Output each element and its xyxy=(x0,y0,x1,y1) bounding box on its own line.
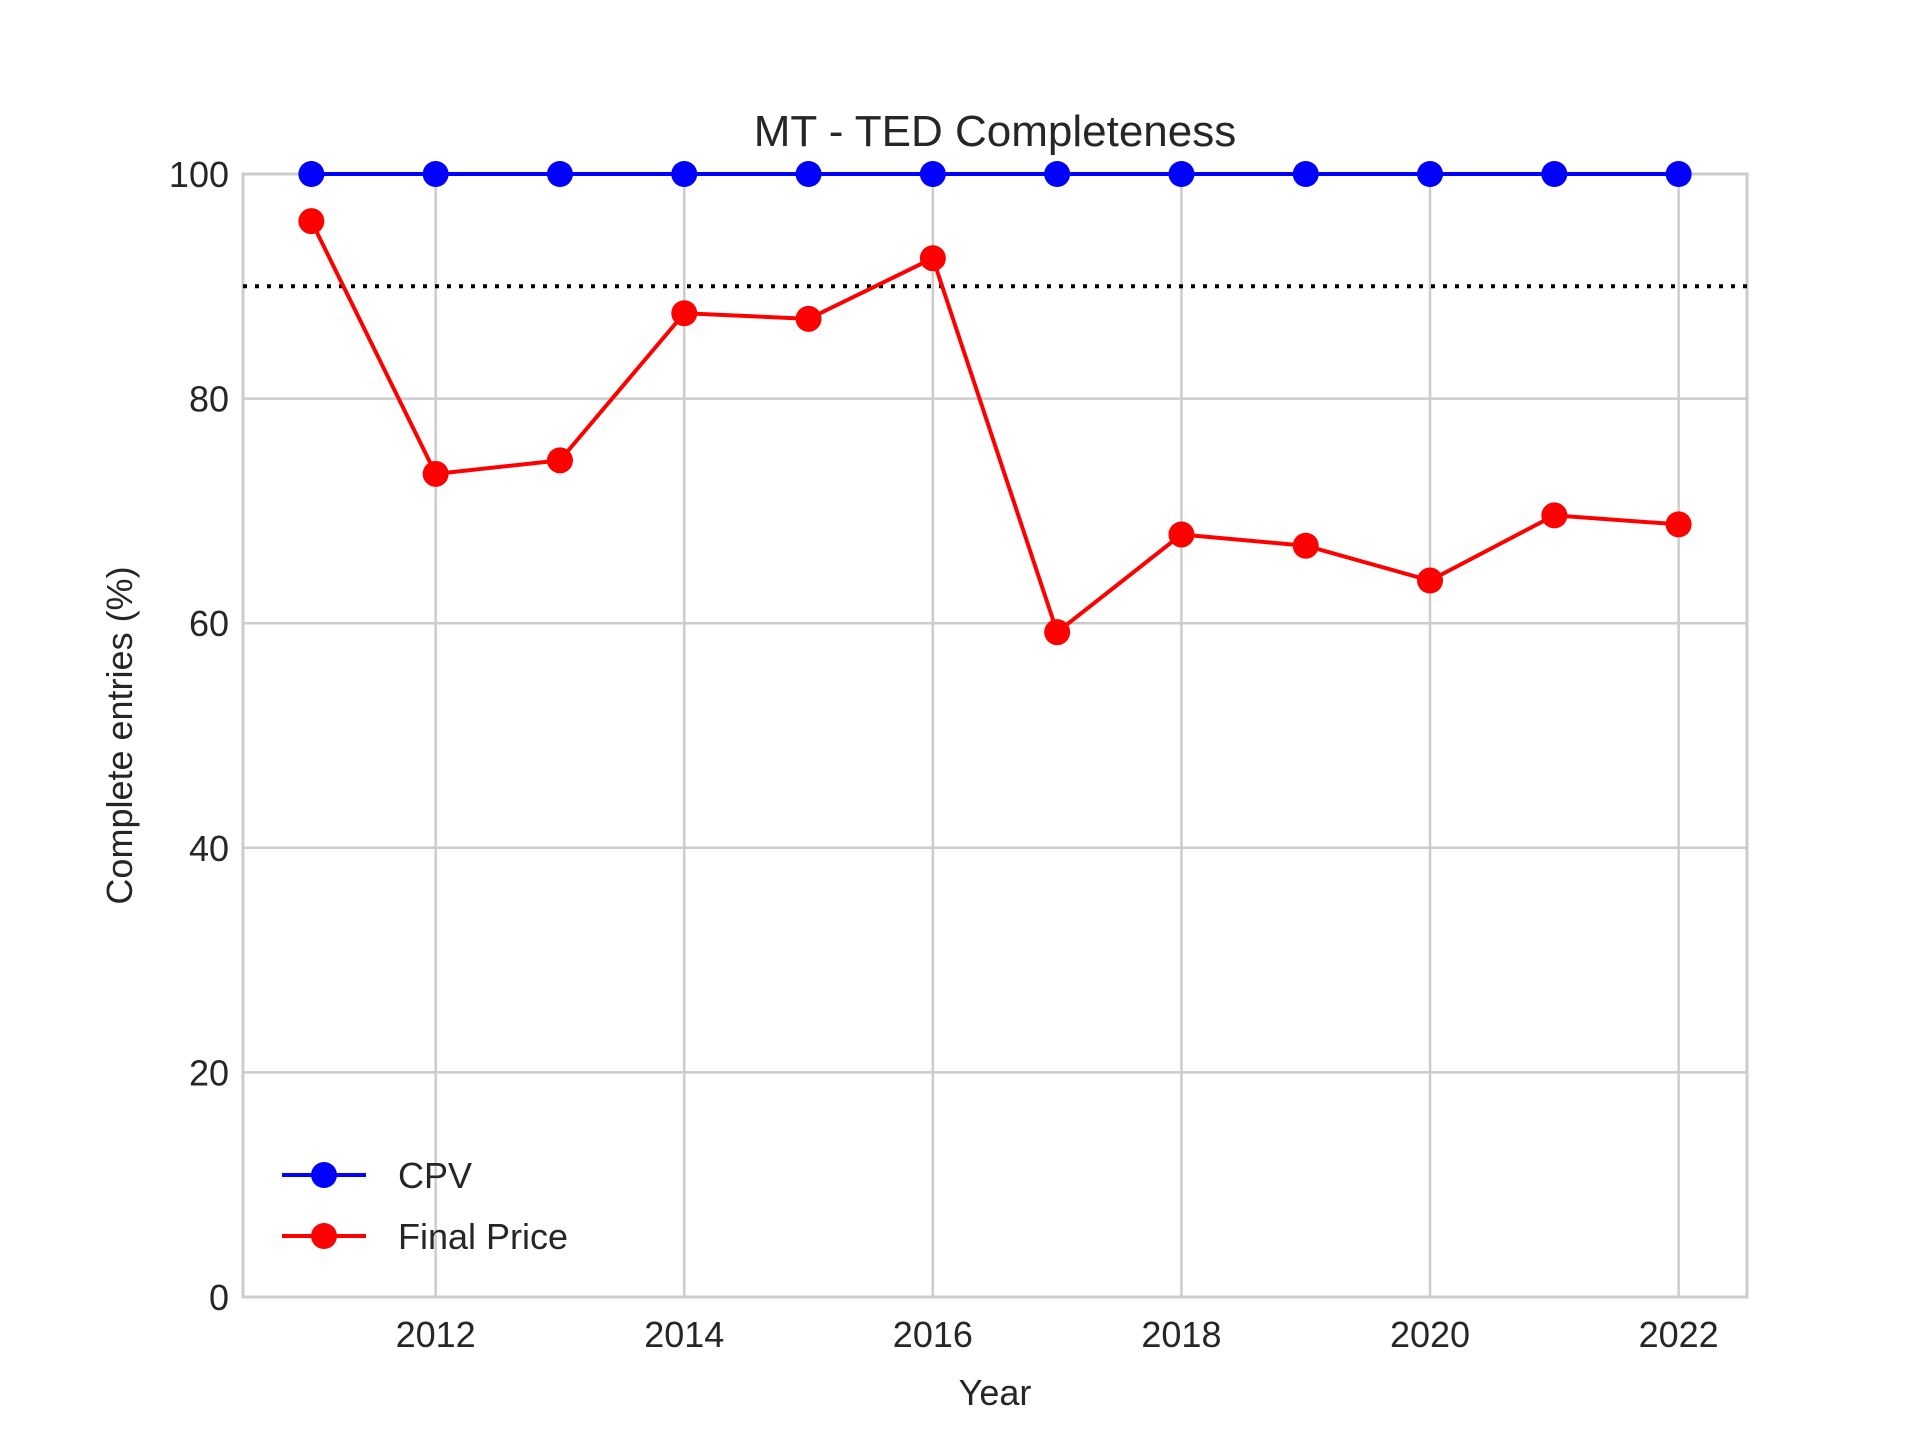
y-tick-label: 100 xyxy=(169,154,229,195)
y-tick-label: 20 xyxy=(189,1052,229,1093)
data-point-final-price xyxy=(671,300,698,327)
data-point-cpv xyxy=(298,161,325,187)
y-tick-label: 80 xyxy=(189,379,229,420)
x-tick-label: 2020 xyxy=(1390,1314,1470,1355)
data-point-cpv xyxy=(1417,161,1444,187)
data-point-final-price xyxy=(1665,511,1692,538)
data-point-cpv xyxy=(671,161,698,187)
y-tick-label: 0 xyxy=(209,1277,229,1318)
x-axis-label: Year xyxy=(959,1372,1032,1413)
series-cpv xyxy=(298,161,1692,187)
tick-labels: 2012 2014 2016 2018 2020 2022 0 20 40 60 80 100 xyxy=(169,154,1719,1355)
data-point-cpv xyxy=(1168,161,1195,187)
data-point-final-price xyxy=(795,305,822,332)
y-tick-label: 40 xyxy=(189,828,229,869)
series-line-final-price xyxy=(309,220,1679,635)
legend-label: CPV xyxy=(398,1155,472,1196)
data-point-final-price xyxy=(298,208,325,235)
legend-item-cpv: CPV xyxy=(282,1155,472,1196)
series-final-price xyxy=(298,208,1692,646)
legend-item-final-price: Final Price xyxy=(282,1216,568,1257)
data-point-final-price xyxy=(1292,532,1319,559)
data-point-cpv xyxy=(795,161,822,187)
data-point-cpv xyxy=(1665,161,1692,187)
x-tick-label: 2012 xyxy=(396,1314,476,1355)
legend-swatch-marker xyxy=(311,1162,337,1188)
x-tick-label: 2016 xyxy=(893,1314,973,1355)
data-point-final-price xyxy=(1044,619,1071,646)
x-tick-label: 2014 xyxy=(644,1314,724,1355)
data-point-final-price xyxy=(422,460,449,487)
series-group xyxy=(298,161,1692,646)
data-point-cpv xyxy=(1044,161,1071,187)
data-point-final-price xyxy=(546,447,573,474)
data-point-cpv xyxy=(1292,161,1319,187)
data-point-cpv xyxy=(422,161,449,187)
legend-label: Final Price xyxy=(398,1216,568,1257)
y-tick-label: 60 xyxy=(189,603,229,644)
data-point-final-price xyxy=(919,245,946,272)
data-point-cpv xyxy=(546,161,573,187)
data-point-final-price xyxy=(1541,502,1568,529)
data-point-final-price xyxy=(1168,521,1195,548)
chart-title: MT - TED Completeness xyxy=(754,107,1237,156)
data-point-cpv xyxy=(919,161,946,187)
y-axis-label: Complete entries (%) xyxy=(99,566,140,904)
legend-swatch-marker xyxy=(311,1223,337,1249)
legend: CPV Final Price xyxy=(282,1155,568,1257)
x-tick-label: 2018 xyxy=(1141,1314,1221,1355)
data-point-cpv xyxy=(1541,161,1568,187)
data-point-final-price xyxy=(1417,567,1444,594)
x-tick-label: 2022 xyxy=(1639,1314,1719,1355)
